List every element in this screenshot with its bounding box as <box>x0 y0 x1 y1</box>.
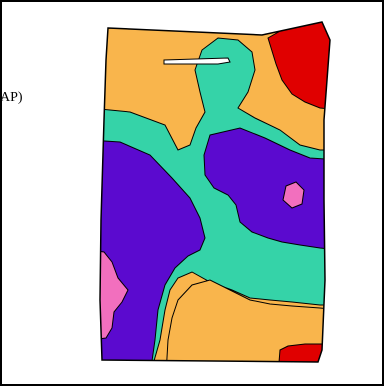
side-label-text: AP) <box>0 90 22 105</box>
pink-region-small <box>282 181 305 209</box>
field-regions <box>100 22 330 362</box>
purple-region-west <box>100 139 206 362</box>
red-region-southeast <box>277 343 330 362</box>
white-marker <box>163 57 231 65</box>
field-outline <box>99 21 331 363</box>
purple-region-east <box>203 127 330 251</box>
